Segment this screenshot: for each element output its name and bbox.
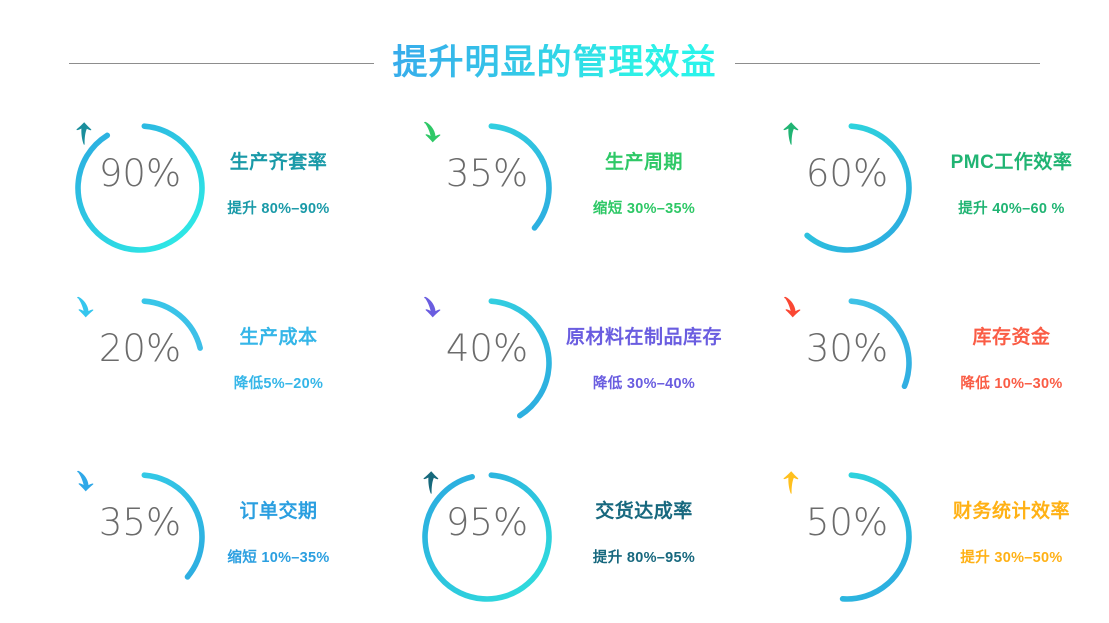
gauge-percent-value: 40% (445, 327, 529, 370)
gauge-arc (782, 122, 912, 253)
metric-card[interactable]: 35% 订单交期缩短 10%–35% (0, 450, 370, 623)
metric-labels: 生产周期缩短 30%–35% (554, 152, 740, 222)
metric-labels: 交货达成率提升 80%–95% (554, 501, 740, 571)
metric-subtitle: 降低5%–20% (233, 376, 324, 393)
metric-subtitle: 提升 40%–60 % (958, 201, 1065, 218)
gauge-percent-value: 20% (98, 327, 182, 370)
gauge: 90% (73, 121, 207, 255)
page-header: 提升明显的管理效益 (0, 32, 1109, 94)
metric-labels: 订单交期缩短 10%–35% (207, 501, 370, 571)
gauge-center: 95% (420, 470, 554, 604)
arrow-down-icon (784, 296, 801, 317)
metric-card[interactable]: 95% 交货达成率提升 80%–95% (370, 450, 740, 623)
arrow-down-icon (77, 470, 94, 491)
metric-subtitle: 提升 80%–95% (592, 550, 696, 567)
metric-card[interactable]: 30% 库存资金降低 10%–30% (740, 275, 1109, 450)
gauge-percent-value: 50% (805, 501, 889, 544)
gauge-center: 35% (420, 121, 554, 255)
gauge-arc (782, 297, 912, 428)
metric-subtitle: 提升 80%–90% (227, 201, 330, 218)
gauge-arc (75, 122, 205, 253)
gauge-percent-value: 35% (98, 501, 182, 544)
arrow-up-icon (423, 470, 439, 494)
gauge-percent-value: 30% (805, 327, 889, 370)
gauge: 20% (73, 296, 207, 430)
metric-labels: 库存资金降低 10%–30% (914, 327, 1109, 397)
gauge-center: 35% (73, 470, 207, 604)
metric-title: 交货达成率 (595, 501, 693, 523)
metric-subtitle: 降低 10%–30% (960, 376, 1063, 393)
gauge-center: 30% (780, 296, 914, 430)
arrow-up-icon (783, 121, 799, 145)
metric-title: 订单交期 (239, 501, 318, 523)
metric-labels: PMC工作效率提升 40%–60 % (914, 152, 1109, 222)
arrow-down-icon (77, 296, 94, 317)
metric-labels: 财务统计效率提升 30%–50% (914, 501, 1109, 571)
header-rule-left (69, 62, 375, 64)
metric-title: PMC工作效率 (950, 152, 1073, 174)
gauge-percent-value: 35% (445, 152, 529, 195)
metric-labels: 生产齐套率提升 80%–90% (207, 152, 370, 222)
arrow-up-icon (783, 470, 799, 494)
metric-card[interactable]: 60% PMC工作效率提升 40%–60 % (740, 100, 1109, 275)
gauge: 35% (73, 470, 207, 604)
gauge-center: 40% (420, 296, 554, 430)
metric-title: 库存资金 (972, 327, 1051, 349)
metric-card[interactable]: 20% 生产成本降低5%–20% (0, 275, 370, 450)
metric-title: 生产齐套率 (229, 152, 328, 174)
gauge-center: 60% (780, 121, 914, 255)
metric-card[interactable]: 40% 原材料在制品库存降低 30%–40% (370, 275, 740, 450)
gauge: 30% (780, 296, 914, 430)
metric-labels: 生产成本降低5%–20% (207, 327, 370, 397)
arrow-down-icon (424, 296, 441, 317)
metric-card[interactable]: 50% 财务统计效率提升 30%–50% (740, 450, 1109, 623)
metric-title: 财务统计效率 (952, 501, 1070, 523)
metric-title: 生产成本 (239, 327, 318, 349)
gauge: 35% (420, 121, 554, 255)
metric-labels: 原材料在制品库存降低 30%–40% (554, 327, 740, 397)
gauge: 60% (780, 121, 914, 255)
page-title: 提升明显的管理效益 (374, 43, 734, 83)
gauge-arc (75, 471, 205, 602)
metric-subtitle: 缩短 30%–35% (592, 201, 696, 218)
metric-title: 生产周期 (604, 152, 683, 174)
gauge: 95% (420, 470, 554, 604)
metric-subtitle: 缩短 10%–35% (227, 550, 330, 567)
gauge-center: 90% (73, 121, 207, 255)
gauge-arc (422, 297, 552, 428)
metric-subtitle: 降低 30%–40% (592, 376, 696, 393)
metric-card[interactable]: 90% 生产齐套率提升 80%–90% (0, 100, 370, 275)
gauge-center: 50% (780, 470, 914, 604)
gauge-arc (422, 122, 552, 253)
gauge-percent-value: 60% (805, 152, 889, 195)
gauge-arc (75, 297, 205, 428)
arrow-up-icon (76, 121, 92, 145)
gauge-arc (782, 471, 912, 602)
gauge-percent-value: 90% (98, 152, 182, 195)
gauge: 40% (420, 296, 554, 430)
metrics-grid: 90% 生产齐套率提升 80%–90% 35% 生产周期缩短 30%–35% 60% PM… (0, 100, 1109, 623)
gauge: 50% (780, 470, 914, 604)
arrow-down-icon (424, 121, 441, 142)
metric-title: 原材料在制品库存 (565, 327, 722, 349)
metric-subtitle: 提升 30%–50% (960, 550, 1063, 567)
gauge-percent-value: 95% (445, 501, 529, 544)
header-rule-right (734, 62, 1040, 64)
gauge-arc (422, 471, 552, 602)
gauge-center: 20% (73, 296, 207, 430)
metric-card[interactable]: 35% 生产周期缩短 30%–35% (370, 100, 740, 275)
